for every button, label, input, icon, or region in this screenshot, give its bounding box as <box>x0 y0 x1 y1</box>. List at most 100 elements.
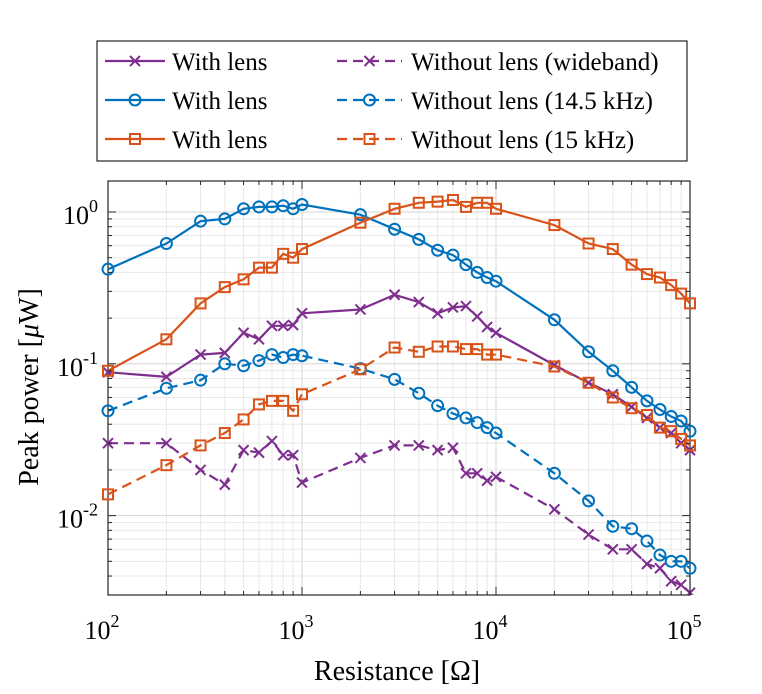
data-point <box>582 237 595 250</box>
data-point <box>641 558 653 570</box>
data-point <box>459 200 472 213</box>
series-3 <box>101 198 697 438</box>
data-point <box>640 534 654 548</box>
legend-marker <box>129 55 141 67</box>
data-point <box>287 319 299 331</box>
data-point <box>675 432 688 445</box>
data-point <box>607 543 619 556</box>
data-point <box>683 424 697 438</box>
data-point <box>470 416 484 430</box>
data-point <box>490 327 502 339</box>
data-point <box>354 303 367 316</box>
data-point <box>606 243 619 256</box>
data-point <box>287 404 300 417</box>
y-tick-label: 10-1 <box>57 348 98 382</box>
legend-item: Without lens (15 kHz) <box>337 127 634 154</box>
x-axis: 102 103 104 105 <box>85 181 702 645</box>
x-tick-label: 102 <box>85 611 120 645</box>
data-point <box>296 388 308 401</box>
data-point <box>237 273 250 286</box>
data-point <box>606 364 620 378</box>
series-group <box>101 193 697 595</box>
data-point <box>296 307 308 320</box>
legend-label: With lens <box>172 127 268 154</box>
data-point <box>388 202 401 215</box>
data-point <box>218 357 232 371</box>
data-point <box>683 561 697 575</box>
data-point <box>237 413 250 426</box>
data-point <box>665 425 678 438</box>
data-point <box>277 449 289 461</box>
y-tick-label: 100 <box>63 196 98 230</box>
data-point <box>412 232 426 246</box>
data-point <box>252 261 265 274</box>
data-point <box>447 442 459 454</box>
y-axis: 10-2 10-1 100 <box>57 196 690 596</box>
data-point <box>481 321 493 333</box>
data-point <box>684 297 696 310</box>
data-point <box>194 373 208 387</box>
legend-marker <box>363 55 376 67</box>
data-point <box>194 297 207 310</box>
data-point <box>471 310 483 323</box>
data-point <box>548 503 561 516</box>
data-point <box>431 243 445 257</box>
data-point <box>388 289 401 301</box>
data-point <box>641 412 653 424</box>
data-point <box>607 388 619 400</box>
data-point <box>582 494 596 508</box>
data-point <box>582 528 595 541</box>
data-point <box>194 348 207 361</box>
data-point <box>582 376 595 389</box>
data-point <box>653 271 666 284</box>
legend-label: Without lens (15 kHz) <box>411 127 634 154</box>
data-point <box>160 371 173 383</box>
data-point <box>548 360 561 373</box>
data-point <box>388 439 401 452</box>
data-point <box>548 219 561 232</box>
data-point <box>625 380 639 394</box>
data-point <box>625 402 638 415</box>
legend-label: With lens <box>172 49 268 76</box>
series-4 <box>101 348 697 575</box>
data-point <box>675 287 688 300</box>
data-point <box>490 202 502 215</box>
legend-label: With lens <box>172 88 268 115</box>
data-point <box>218 427 231 440</box>
data-point <box>653 403 667 417</box>
data-point <box>388 341 401 354</box>
legend-item: Without lens (wideband) <box>337 49 659 76</box>
data-point <box>102 364 114 377</box>
data-point <box>459 258 473 272</box>
x-tick-label: 103 <box>279 611 314 645</box>
data-point <box>101 404 115 418</box>
data-point <box>446 248 460 262</box>
data-point <box>237 327 250 339</box>
plot-area <box>101 180 697 596</box>
data-point <box>625 543 638 556</box>
data-point <box>547 466 561 480</box>
data-point <box>237 359 251 373</box>
data-point <box>219 347 231 359</box>
data-point <box>674 414 688 428</box>
data-point <box>266 320 278 332</box>
legend-item: Without lens (14.5 kHz) <box>337 88 653 115</box>
data-point <box>490 348 502 361</box>
plot-frame <box>107 180 691 596</box>
x-axis-title: Resistance [Ω] <box>314 656 480 687</box>
data-point <box>412 196 425 209</box>
series-line <box>107 203 691 432</box>
data-point <box>295 198 309 212</box>
data-point <box>640 409 653 422</box>
data-point <box>266 435 278 447</box>
series-6 <box>102 340 696 501</box>
data-point <box>218 212 232 226</box>
data-point <box>582 345 596 359</box>
data-point <box>653 548 667 562</box>
data-point <box>684 439 696 452</box>
legend-item: With lens <box>105 127 268 154</box>
data-point <box>101 262 115 276</box>
data-point <box>252 354 266 368</box>
data-point <box>354 363 367 376</box>
data-point <box>159 237 173 251</box>
